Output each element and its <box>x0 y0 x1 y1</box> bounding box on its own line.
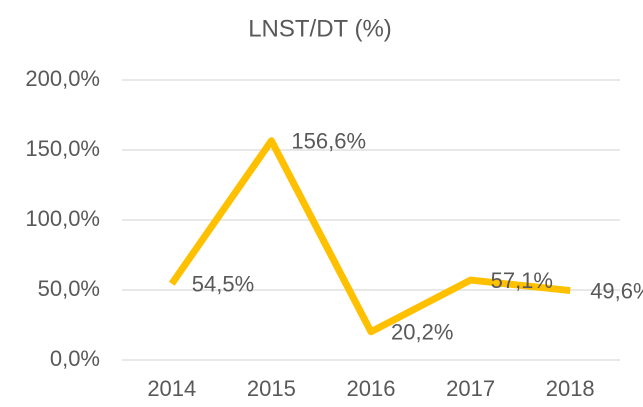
y-tick-label: 0,0% <box>50 346 100 371</box>
y-tick-label: 200,0% <box>25 66 100 91</box>
data-label: 156,6% <box>291 129 366 154</box>
x-tick-label: 2016 <box>347 376 396 401</box>
x-tick-label: 2018 <box>546 376 595 401</box>
x-tick-label: 2015 <box>247 376 296 401</box>
y-tick-label: 50,0% <box>38 276 100 301</box>
x-tick-label: 2017 <box>446 376 495 401</box>
y-tick-label: 150,0% <box>25 136 100 161</box>
x-tick-label: 2014 <box>147 376 196 401</box>
data-label: 49,6% <box>590 278 643 303</box>
chart-title: LNST/DT (%) <box>248 15 392 42</box>
data-label: 54,5% <box>192 272 254 297</box>
line <box>168 137 571 336</box>
data-label: 20,2% <box>391 320 453 345</box>
data-label: 57,1% <box>491 268 553 293</box>
y-tick-label: 100,0% <box>25 206 100 231</box>
